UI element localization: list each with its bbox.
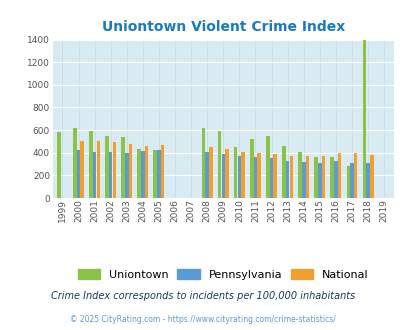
- Bar: [205, 152, 209, 198]
- Bar: [313, 157, 317, 198]
- Bar: [337, 153, 341, 198]
- Bar: [157, 150, 160, 198]
- Bar: [330, 157, 333, 198]
- Bar: [221, 154, 224, 198]
- Bar: [289, 155, 292, 198]
- Bar: [305, 155, 309, 198]
- Bar: [93, 151, 96, 198]
- Bar: [73, 128, 77, 198]
- Bar: [285, 161, 289, 198]
- Bar: [253, 157, 257, 198]
- Bar: [362, 40, 365, 198]
- Bar: [350, 163, 353, 198]
- Bar: [145, 146, 148, 198]
- Bar: [128, 144, 132, 198]
- Bar: [89, 131, 92, 198]
- Bar: [237, 156, 241, 198]
- Bar: [141, 151, 144, 198]
- Bar: [80, 141, 84, 198]
- Bar: [333, 161, 337, 198]
- Bar: [298, 152, 301, 198]
- Bar: [265, 136, 269, 198]
- Bar: [217, 131, 221, 198]
- Bar: [112, 142, 116, 198]
- Bar: [225, 149, 228, 198]
- Bar: [201, 128, 205, 198]
- Bar: [160, 146, 164, 198]
- Bar: [125, 153, 128, 198]
- Title: Uniontown Violent Crime Index: Uniontown Violent Crime Index: [101, 20, 344, 34]
- Bar: [57, 132, 60, 198]
- Bar: [209, 147, 212, 198]
- Bar: [281, 146, 285, 198]
- Bar: [257, 153, 260, 198]
- Bar: [241, 151, 244, 198]
- Bar: [369, 155, 373, 198]
- Bar: [233, 147, 237, 198]
- Bar: [96, 141, 100, 198]
- Legend: Uniontown, Pennsylvania, National: Uniontown, Pennsylvania, National: [73, 265, 372, 284]
- Bar: [109, 152, 112, 198]
- Bar: [137, 149, 141, 198]
- Bar: [77, 150, 80, 198]
- Bar: [153, 150, 157, 198]
- Bar: [353, 153, 356, 198]
- Bar: [346, 166, 349, 198]
- Bar: [105, 136, 109, 198]
- Bar: [365, 163, 369, 198]
- Text: Crime Index corresponds to incidents per 100,000 inhabitants: Crime Index corresponds to incidents per…: [51, 291, 354, 301]
- Bar: [273, 154, 276, 198]
- Bar: [317, 163, 321, 198]
- Bar: [121, 138, 125, 198]
- Text: © 2025 CityRating.com - https://www.cityrating.com/crime-statistics/: © 2025 CityRating.com - https://www.city…: [70, 315, 335, 324]
- Bar: [249, 139, 253, 198]
- Bar: [301, 162, 305, 198]
- Bar: [269, 158, 273, 198]
- Bar: [321, 155, 324, 198]
